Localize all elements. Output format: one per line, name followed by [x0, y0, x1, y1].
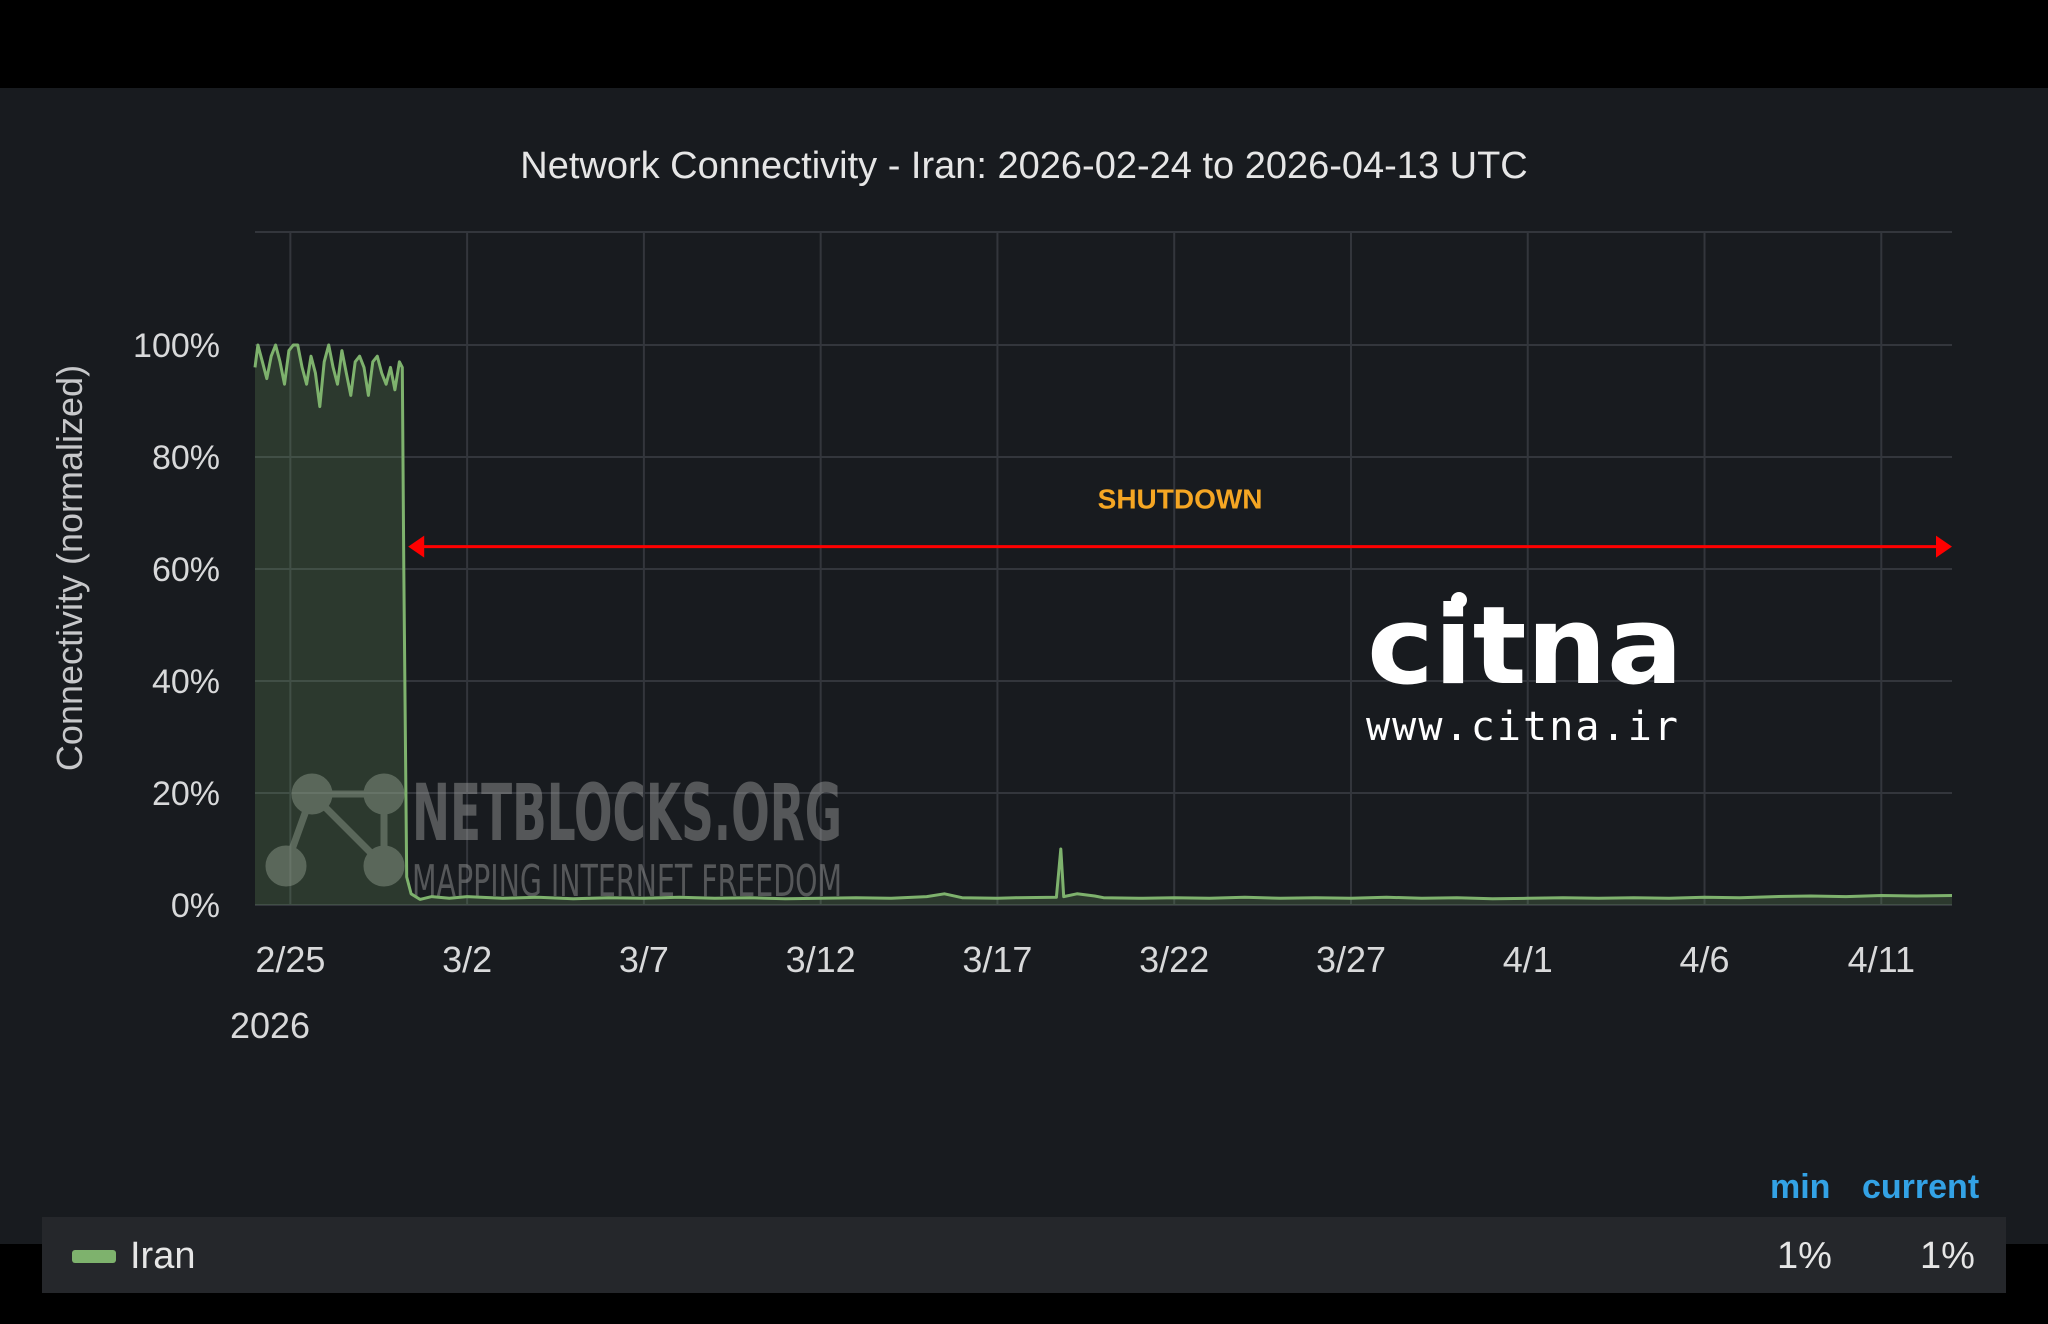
shutdown-label: SHUTDOWN — [1098, 484, 1263, 515]
x-tick-labels: 2/25 3/2 3/7 3/12 3/17 3/22 3/27 4/1 4/6 4/11 — [255, 939, 1915, 980]
citna-logo-text: citna — [1367, 584, 1683, 709]
y-tick-label: 100% — [133, 327, 220, 365]
netblocks-network-icon — [265, 773, 405, 887]
shutdown-arrow-head-right — [1936, 535, 1952, 558]
x-tick-label: 3/12 — [786, 939, 856, 980]
x-tick-label: 3/22 — [1139, 939, 1209, 980]
annotation-layer: SHUTDOWN — [408, 484, 1952, 558]
series-line-iran — [253, 343, 1953, 901]
citna-watermark: citna www.citna.ir — [1366, 584, 1684, 750]
x-tick-label: 4/1 — [1503, 939, 1553, 980]
chart-panel: Network Connectivity - Iran: 2026-02-24 … — [0, 88, 2048, 1293]
legend-header-min[interactable]: min — [1770, 1168, 1831, 1206]
citna-logo-dot — [1451, 592, 1467, 608]
series-layer — [253, 343, 1953, 905]
legend-header-current[interactable]: current — [1862, 1168, 1980, 1206]
x-tick-label: 2/25 — [255, 939, 325, 980]
y-tick-label: 60% — [152, 551, 220, 589]
x-tick-label: 3/17 — [962, 939, 1032, 980]
y-tick-label: 80% — [152, 439, 220, 477]
y-tick-label: 20% — [152, 775, 220, 813]
legend-min-value: 1% — [1777, 1235, 1832, 1277]
legend-series-name: Iran — [130, 1235, 196, 1277]
y-tick-labels: 0% 20% 40% 60% 80% 100% — [133, 327, 220, 925]
x-tick-label: 3/7 — [619, 939, 669, 980]
shutdown-arrow-head-left — [408, 535, 425, 558]
chart-svg: Network Connectivity - Iran: 2026-02-24 … — [49, 145, 1953, 1046]
x-tick-label: 3/2 — [442, 939, 492, 980]
y-tick-label: 0% — [171, 887, 220, 925]
legend-current-value: 1% — [1920, 1235, 1975, 1277]
y-axis-label: Connectivity (normalized) — [49, 365, 90, 771]
x-year-label: 2026 — [230, 1005, 310, 1046]
citna-url-text: www.citna.ir — [1366, 704, 1684, 750]
legend-row-iran[interactable]: Iran 1% 1% — [42, 1217, 2006, 1293]
x-tick-label: 3/27 — [1316, 939, 1386, 980]
x-tick-label: 4/11 — [1848, 939, 1915, 980]
x-tick-label: 4/6 — [1679, 939, 1729, 980]
grid — [255, 231, 1952, 906]
legend-swatch — [72, 1250, 116, 1263]
y-tick-label: 40% — [152, 663, 220, 701]
netblocks-logo-text: NETBLOCKS.ORG — [412, 769, 842, 859]
chart-title: Network Connectivity - Iran: 2026-02-24 … — [520, 145, 1527, 187]
